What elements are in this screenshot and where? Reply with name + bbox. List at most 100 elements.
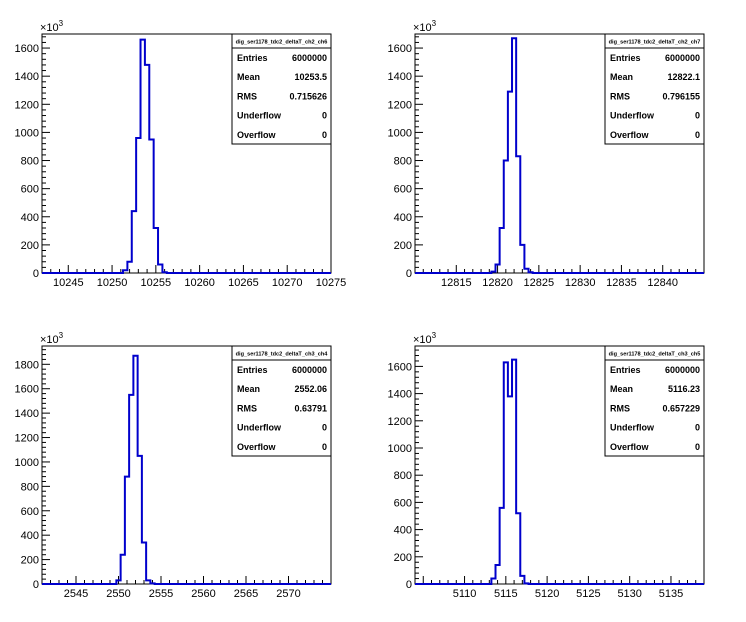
stats-label: Overflow [237,130,277,140]
x-tick-label: 10275 [316,277,347,289]
x-tick-label: 10250 [97,277,128,289]
stats-name: dig_ser1178_tdc2_deltaT_ch2_ch6 [236,40,328,46]
histogram-bin [496,565,500,584]
y-tick-label: 200 [21,240,39,252]
y-tick-label: 800 [394,470,412,482]
stats-box-frame [231,33,332,145]
y-tick-label: 0 [406,579,412,591]
x-tick-label: 10245 [53,277,84,289]
histogram-bin [138,456,142,584]
stats-value: 0 [695,442,700,452]
stats-label: RMS [237,91,257,101]
stats-box: dig_ser1178_tdc2_deltaT_ch2_ch6 Entries 60… [231,33,332,145]
stats-label: Underflow [237,423,282,433]
histogram-bin [504,362,508,584]
x-tick-label: 5135 [659,588,683,600]
y-tick-label: 400 [21,530,39,542]
stats-name: dig_ser1178_tdc2_deltaT_ch2_ch7 [609,40,701,46]
histogram-bin [127,262,131,273]
y-tick-label: 200 [21,555,39,567]
histogram-bin [129,395,133,584]
stats-value: 0 [322,130,327,140]
x-tick-label: 5115 [494,588,518,600]
stats-label: Mean [610,72,633,82]
y-tick-label: 1400 [15,408,39,420]
stats-label: Underflow [237,111,282,121]
x-tick-label: 10270 [272,277,303,289]
y-tick-label: 1000 [15,127,39,139]
stats-label: RMS [237,403,257,413]
histogram-bin [508,92,512,273]
x-tick-label: 10265 [228,277,259,289]
x-tick-label: 5130 [617,588,641,600]
stats-value: 2552.06 [294,384,327,394]
y-exponent-label: ×103 [40,331,64,346]
x-tick-label: 12840 [647,277,678,289]
x-tick-label: 12815 [441,277,472,289]
histogram-bin [500,228,504,273]
stats-box: dig_ser1178_tdc2_deltaT_ch3_ch4 Entries 60… [231,345,332,457]
stats-label: Entries [237,365,268,375]
y-tick-label: 0 [33,579,39,591]
histogram-bin [142,543,146,584]
histogram-bin [500,508,504,584]
y-tick-label: 200 [394,552,412,564]
y-tick-label: 1600 [388,361,412,373]
y-tick-label: 0 [33,268,39,280]
y-tick-label: 1600 [15,384,39,396]
stats-value: 0 [695,423,700,433]
histogram-bin [154,228,158,273]
histogram-bin [136,138,140,273]
y-tick-label: 800 [394,156,412,168]
stats-box-frame [604,345,705,457]
y-tick-label: 1000 [388,127,412,139]
histogram-bin [529,272,533,273]
histogram-bin [121,555,125,584]
stats-name: dig_ser1178_tdc2_deltaT_ch3_ch4 [236,352,329,358]
histogram-bin [146,580,150,584]
histogram-panel-3: 0 200 400 600 800 1000 1200 1400 1600 1800 2545 255… [15,331,332,600]
y-exponent-label: ×103 [413,331,437,346]
histogram-panel-1: 0 200 400 600 800 1000 1200 1400 1600 10245 10250 1… [15,19,347,289]
stats-value: 6000000 [292,53,327,63]
histogram-line [42,354,331,585]
x-tick-label: 12830 [565,277,596,289]
histogram-line [42,38,331,274]
histogram-bin [504,161,508,273]
histogram-bin [149,139,153,273]
x-tick-label: 2555 [149,588,173,600]
histogram-bin [145,65,149,273]
histogram-bin [133,356,137,584]
x-tick-label: 2545 [64,588,88,600]
stats-label: Overflow [237,442,277,452]
stats-label: Mean [610,384,633,394]
y-tick-label: 1000 [15,457,39,469]
x-tick-label: 12825 [524,277,555,289]
stats-value: 6000000 [665,365,700,375]
stats-value: 0.796155 [662,91,700,101]
histogram-bin [162,272,166,273]
stats-value: 5116.23 [668,384,700,394]
x-tick-label: 10255 [141,277,172,289]
x-tick-label: 2570 [276,588,300,600]
stats-label: Underflow [610,111,655,121]
y-tick-label: 800 [21,156,39,168]
stats-label: Overflow [610,442,650,452]
y-tick-label: 1600 [15,43,39,55]
histogram-bin [491,272,495,273]
y-tick-label: 200 [394,240,412,252]
x-tick-label: 5110 [453,588,477,600]
histogram-bin [512,38,516,273]
stats-label: Entries [610,53,641,63]
y-tick-label: 800 [21,481,39,493]
histogram-bin [496,265,500,273]
histogram-line [415,37,704,274]
histogram-bin [116,580,120,584]
stats-label: Underflow [610,423,655,433]
histogram-bin [123,270,127,273]
stats-label: RMS [610,91,630,101]
histogram-bin [125,477,129,584]
stats-value: 0 [695,111,700,121]
y-tick-label: 1400 [388,71,412,83]
